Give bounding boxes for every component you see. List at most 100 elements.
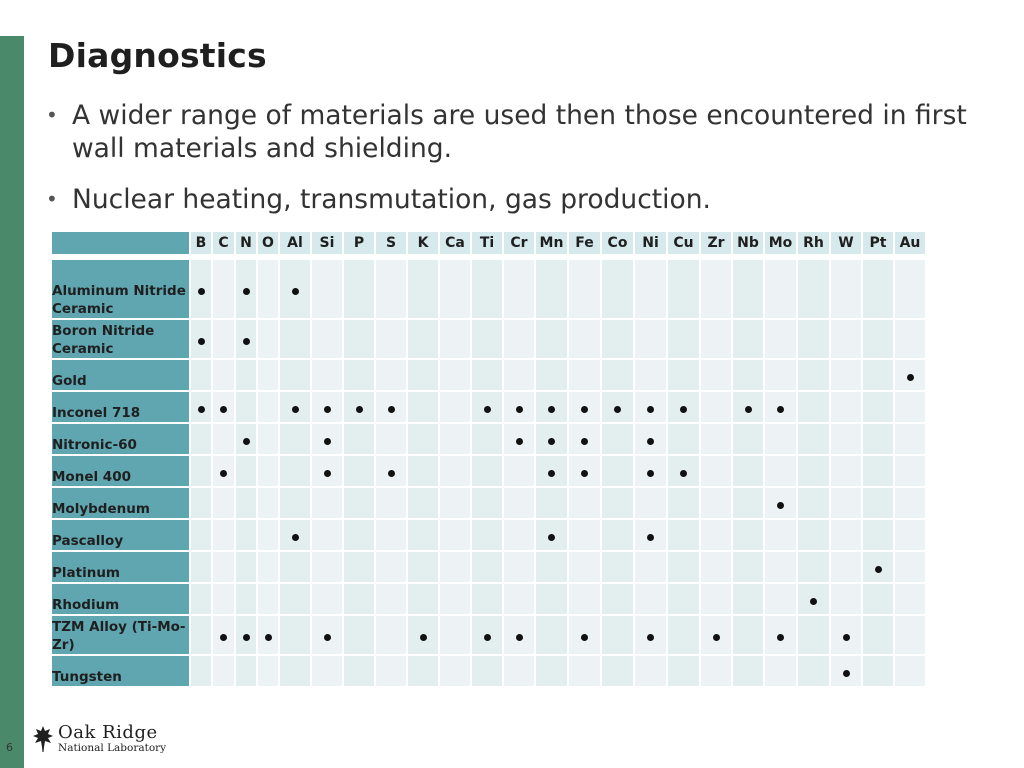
table-cell [798,520,829,550]
table-cell [765,520,796,550]
presence-dot-icon [483,633,491,641]
table-cell [312,424,342,454]
table-cell [191,320,211,358]
element-header-nb: Nb [733,232,763,254]
presence-dot-icon [647,405,654,413]
table-cell [312,656,342,686]
table-cell [344,656,374,686]
table-cell [668,552,699,582]
table-cell [602,260,633,318]
table-row: Rhodium [52,584,925,614]
table-cell [733,456,763,486]
table-cell [765,488,796,518]
table-cell [472,424,502,454]
table-cell [765,656,796,686]
table-cell [504,360,534,390]
material-name-cell: Pascalloy [52,520,189,550]
table-cell [504,488,534,518]
table-cell [344,520,374,550]
presence-dot-icon [291,533,299,541]
table-cell [236,552,256,582]
table-cell [213,260,234,318]
table-cell [344,360,374,390]
table-cell [895,616,925,654]
table-cell [280,260,310,318]
table-cell [798,392,829,422]
presence-dot-icon [197,405,205,413]
table-cell [569,392,600,422]
table-cell [765,552,796,582]
table-cell [258,584,278,614]
table-cell [376,260,406,318]
table-cell [408,320,438,358]
table-cell [602,360,633,390]
table-cell [376,424,406,454]
presence-dot-icon [744,405,752,413]
table-cell [236,320,256,358]
presence-dot-icon [647,533,654,541]
table-cell [344,488,374,518]
table-cell [536,616,567,654]
materials-element-table: B C N O Al Si P S K Ca Ti Cr Mn Fe Co Ni Cu Zr Nb Mo Rh W Pt Au… [50,230,927,688]
presence-dot-icon [874,565,882,573]
table-cell [191,424,211,454]
table-cell [895,320,925,358]
table-cell [258,392,278,422]
table-cell [504,456,534,486]
table-cell [472,656,502,686]
table-cell [798,616,829,654]
presence-dot-icon [419,633,427,641]
table-cell [258,520,278,550]
table-cell [798,656,829,686]
table-row: Nitronic-60 [52,424,925,454]
table-cell [472,488,502,518]
table-cell [376,520,406,550]
table-cell [733,552,763,582]
presence-dot-icon [515,437,523,445]
presence-dot-icon [548,469,555,477]
table-cell [280,552,310,582]
table-cell [280,616,310,654]
material-name-cell: Nitronic-60 [52,424,189,454]
table-cell [863,320,893,358]
table-cell [236,488,256,518]
element-header-p: P [344,232,374,254]
table-cell [798,488,829,518]
table-cell [831,456,861,486]
element-header-au: Au [895,232,925,254]
table-cell [635,488,666,518]
table-cell [213,616,234,654]
table-cell [504,584,534,614]
table-row: Gold [52,360,925,390]
table-cell [440,552,470,582]
table-cell [376,584,406,614]
table-cell [440,488,470,518]
material-name-cell: Platinum [52,552,189,582]
oak-ridge-logo: Oak Ridge National Laboratory [32,724,166,754]
table-cell [831,260,861,318]
table-cell [765,260,796,318]
table-cell [668,520,699,550]
table-cell [602,656,633,686]
table-cell [765,584,796,614]
table-cell [258,260,278,318]
presence-dot-icon [323,469,331,477]
bullet-item: • Nuclear heating, transmutation, gas pr… [46,183,1006,216]
table-cell [440,456,470,486]
table-cell [213,320,234,358]
table-cell [344,456,374,486]
table-cell [733,424,763,454]
table-cell [765,456,796,486]
presence-dot-icon [777,501,784,509]
element-header-ti: Ti [472,232,502,254]
table-cell [504,392,534,422]
table-cell [798,320,829,358]
table-row: Boron Nitride Ceramic [52,320,925,358]
table-cell [472,392,502,422]
table-cell [504,656,534,686]
table-cell [863,360,893,390]
table-cell [765,320,796,358]
table-cell [191,488,211,518]
table-spacer-row [52,256,925,258]
table-cell [504,260,534,318]
